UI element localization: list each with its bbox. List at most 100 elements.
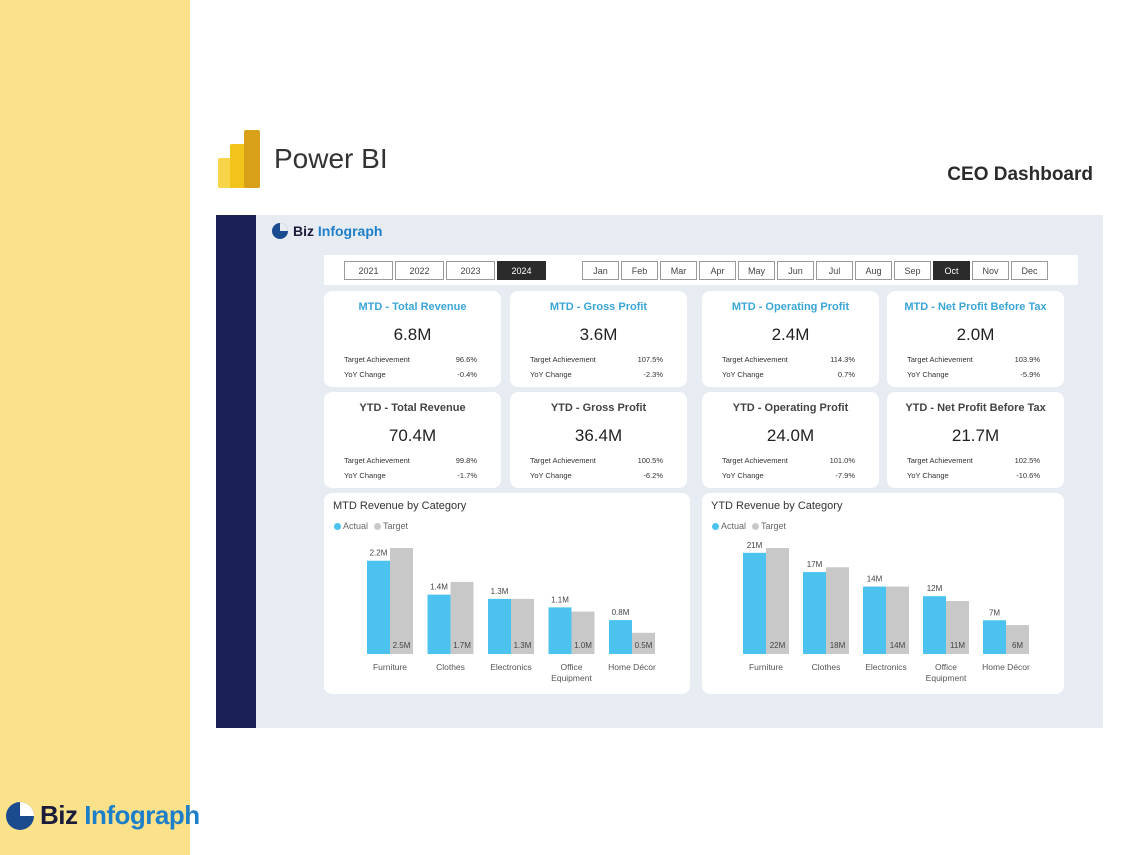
kpi-yoy-label: YoY Change bbox=[907, 370, 949, 379]
legend-dot-actual bbox=[712, 522, 719, 530]
bar-actual-0[interactable] bbox=[743, 552, 766, 654]
kpi-target-value: 101.0% bbox=[829, 456, 855, 465]
month-chip-may[interactable]: May bbox=[738, 261, 775, 280]
month-chip-aug[interactable]: Aug bbox=[855, 261, 892, 280]
kpi-value: 2.4M bbox=[771, 325, 810, 344]
kpi-yoy-label: YoY Change bbox=[907, 471, 949, 480]
kpi-target-value: 96.6% bbox=[455, 355, 477, 364]
kpi-yoy-value: -2.3% bbox=[643, 370, 663, 379]
bar-actual-4[interactable] bbox=[983, 620, 1006, 654]
kpi-target-row: Target Achievement 102.5% bbox=[907, 456, 1040, 465]
bar-actual-0[interactable] bbox=[367, 560, 390, 654]
category-label: Office bbox=[560, 662, 582, 672]
ytd-revenue-chart-card: YTD Revenue by Category Actual Target 21… bbox=[702, 493, 1064, 694]
kpi-target-value: 102.5% bbox=[1014, 456, 1040, 465]
mtd-kpi-card: MTD - Net Profit Before Tax 2.0M Target Ac… bbox=[887, 291, 1064, 387]
month-chip-apr[interactable]: Apr bbox=[699, 261, 736, 280]
kpi-value: 21.7M bbox=[951, 426, 1000, 445]
data-label-actual: 2.2M bbox=[370, 549, 388, 558]
power-bi-logo-icon bbox=[218, 130, 262, 188]
bar-target-4[interactable] bbox=[1006, 625, 1029, 654]
kpi-yoy-row: YoY Change -6.2% bbox=[530, 471, 663, 480]
bar-target-0[interactable] bbox=[766, 548, 789, 654]
month-chip-dec[interactable]: Dec bbox=[1011, 261, 1048, 280]
bar-target-3[interactable] bbox=[571, 611, 595, 654]
bar-actual-1[interactable] bbox=[427, 594, 451, 654]
month-chip-sep[interactable]: Sep bbox=[894, 261, 931, 280]
kpi-target-row: Target Achievement 100.5% bbox=[530, 456, 663, 465]
month-chip-jul[interactable]: Jul bbox=[816, 261, 853, 280]
month-chip-jan[interactable]: Jan bbox=[582, 261, 619, 280]
category-label: Electronics bbox=[865, 662, 907, 672]
year-chip-2023[interactable]: 2023 bbox=[446, 261, 495, 280]
bar-actual-2[interactable] bbox=[863, 586, 886, 654]
year-chip-2021[interactable]: 2021 bbox=[344, 261, 393, 280]
kpi-value: 36.4M bbox=[574, 426, 623, 445]
bar-target-1[interactable] bbox=[826, 567, 849, 654]
bar-target-0[interactable] bbox=[390, 548, 413, 654]
kpi-target-row: Target Achievement 103.9% bbox=[907, 355, 1040, 364]
kpi-title: MTD - Net Profit Before Tax bbox=[904, 301, 1047, 313]
dashboard-sidebar bbox=[216, 215, 256, 728]
data-label-actual: 1.3M bbox=[491, 587, 509, 596]
kpi-target-row: Target Achievement 114.3% bbox=[722, 355, 855, 364]
legend-label-actual: Actual bbox=[343, 521, 369, 531]
legend-label-target: Target bbox=[761, 521, 787, 531]
kpi-yoy-value: -0.4% bbox=[457, 370, 477, 379]
year-chip-2022[interactable]: 2022 bbox=[395, 261, 444, 280]
month-chip-oct[interactable]: Oct bbox=[933, 261, 970, 280]
bar-target-2[interactable] bbox=[886, 586, 909, 654]
mtd-revenue-chart: 2.2M 2.5M Furniture 1.4M 1.7M Clothes 1.3M 1.3M… bbox=[367, 548, 656, 683]
chart-legend: Actual Target bbox=[334, 521, 408, 531]
bar-target-2[interactable] bbox=[511, 598, 534, 654]
data-label-target: 18M bbox=[830, 641, 846, 650]
bar-target-1[interactable] bbox=[450, 581, 474, 654]
bar-actual-3[interactable] bbox=[548, 607, 572, 654]
category-label: Furniture bbox=[373, 662, 407, 672]
kpi-yoy-value: -10.6% bbox=[1016, 471, 1040, 480]
category-label: Equipment bbox=[551, 673, 592, 683]
data-label-target: 1.0M bbox=[574, 641, 592, 650]
bar-actual-4[interactable] bbox=[609, 620, 632, 654]
kpi-target-label: Target Achievement bbox=[344, 456, 410, 465]
brand-infograph: Infograph bbox=[84, 800, 200, 830]
app-header: Power BI bbox=[218, 130, 388, 188]
year-chip-2024[interactable]: 2024 bbox=[497, 261, 546, 280]
legend-dot-target bbox=[374, 522, 382, 530]
kpi-value: 3.6M bbox=[579, 325, 618, 344]
ytd-kpi-card: YTD - Operating Profit 24.0M Target Achiev… bbox=[702, 392, 879, 488]
data-label-actual: 0.8M bbox=[612, 608, 630, 617]
year-slicer: 2021 2022 2023 2024 bbox=[344, 261, 546, 280]
data-label-actual: 1.4M bbox=[430, 583, 448, 592]
kpi-yoy-value: -7.9% bbox=[835, 471, 855, 480]
dashboard-brand-biz: Biz bbox=[293, 223, 314, 239]
category-label: Home Décor bbox=[608, 662, 656, 672]
kpi-yoy-row: YoY Change -2.3% bbox=[530, 370, 663, 379]
month-chip-feb[interactable]: Feb bbox=[621, 261, 658, 280]
data-label-target: 2.5M bbox=[393, 641, 411, 650]
ytd-kpi-card: YTD - Total Revenue 70.4M Target Achieveme… bbox=[324, 392, 501, 488]
brand-logo: Biz Infograph bbox=[6, 800, 200, 831]
brand-name: Biz Infograph bbox=[40, 800, 200, 831]
bar-actual-3[interactable] bbox=[923, 596, 946, 654]
kpi-title: YTD - Net Profit Before Tax bbox=[905, 402, 1046, 414]
kpi-yoy-row: YoY Change -0.4% bbox=[344, 370, 477, 379]
dashboard-brand: Biz Infograph bbox=[272, 223, 382, 239]
kpi-title: MTD - Gross Profit bbox=[549, 301, 648, 313]
kpi-value: 2.0M bbox=[956, 325, 995, 344]
month-chip-mar[interactable]: Mar bbox=[660, 261, 697, 280]
bar-target-3[interactable] bbox=[946, 601, 969, 654]
month-chip-nov[interactable]: Nov bbox=[972, 261, 1009, 280]
kpi-yoy-row: YoY Change -1.7% bbox=[344, 471, 477, 480]
kpi-title: YTD - Gross Profit bbox=[550, 402, 647, 414]
kpi-yoy-label: YoY Change bbox=[530, 471, 572, 480]
kpi-yoy-value: 0.7% bbox=[837, 370, 855, 379]
kpi-title: MTD - Total Revenue bbox=[358, 301, 467, 313]
kpi-yoy-label: YoY Change bbox=[344, 370, 386, 379]
kpi-target-value: 114.3% bbox=[830, 355, 855, 364]
kpi-target-value: 99.8% bbox=[455, 456, 477, 465]
month-chip-jun[interactable]: Jun bbox=[777, 261, 814, 280]
bar-actual-1[interactable] bbox=[803, 572, 826, 654]
bar-target-4[interactable] bbox=[632, 632, 655, 654]
bar-actual-2[interactable] bbox=[488, 598, 511, 654]
